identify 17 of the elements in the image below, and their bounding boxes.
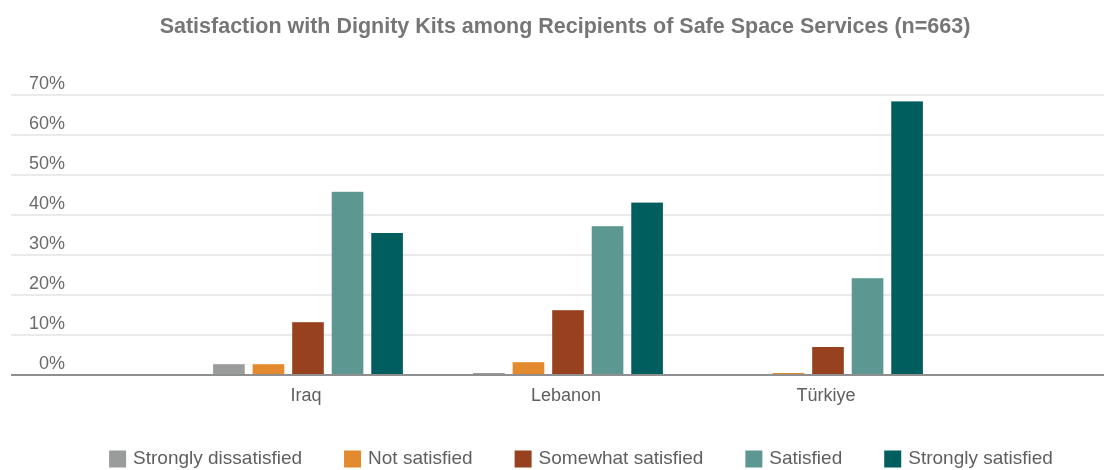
y-tick-label: 60% xyxy=(28,112,65,133)
x-tick-label: Lebanon xyxy=(530,384,602,405)
y-tick-label: 10% xyxy=(28,312,65,333)
y-tick-label: 0% xyxy=(38,352,65,373)
legend-label: Not satisfied xyxy=(368,447,473,469)
x-tick-label: Iraq xyxy=(290,384,322,405)
y-tick-label: 40% xyxy=(28,192,65,213)
y-tick-label: 20% xyxy=(28,272,65,293)
legend-label: Somewhat satisfied xyxy=(538,447,704,469)
legend-label: Satisfied xyxy=(769,447,843,469)
chart-title: Satisfaction with Dignity Kits among Recipients of Safe Space Services (n=663) xyxy=(159,13,971,38)
x-tick-label: Türkiye xyxy=(796,384,856,405)
legend-label: Strongly dissatisfied xyxy=(133,447,303,469)
legend-label: Strongly satisfied xyxy=(908,447,1053,469)
y-tick-label: 50% xyxy=(28,152,65,173)
y-tick-label: 70% xyxy=(28,72,65,93)
y-tick-label: 30% xyxy=(28,232,65,253)
